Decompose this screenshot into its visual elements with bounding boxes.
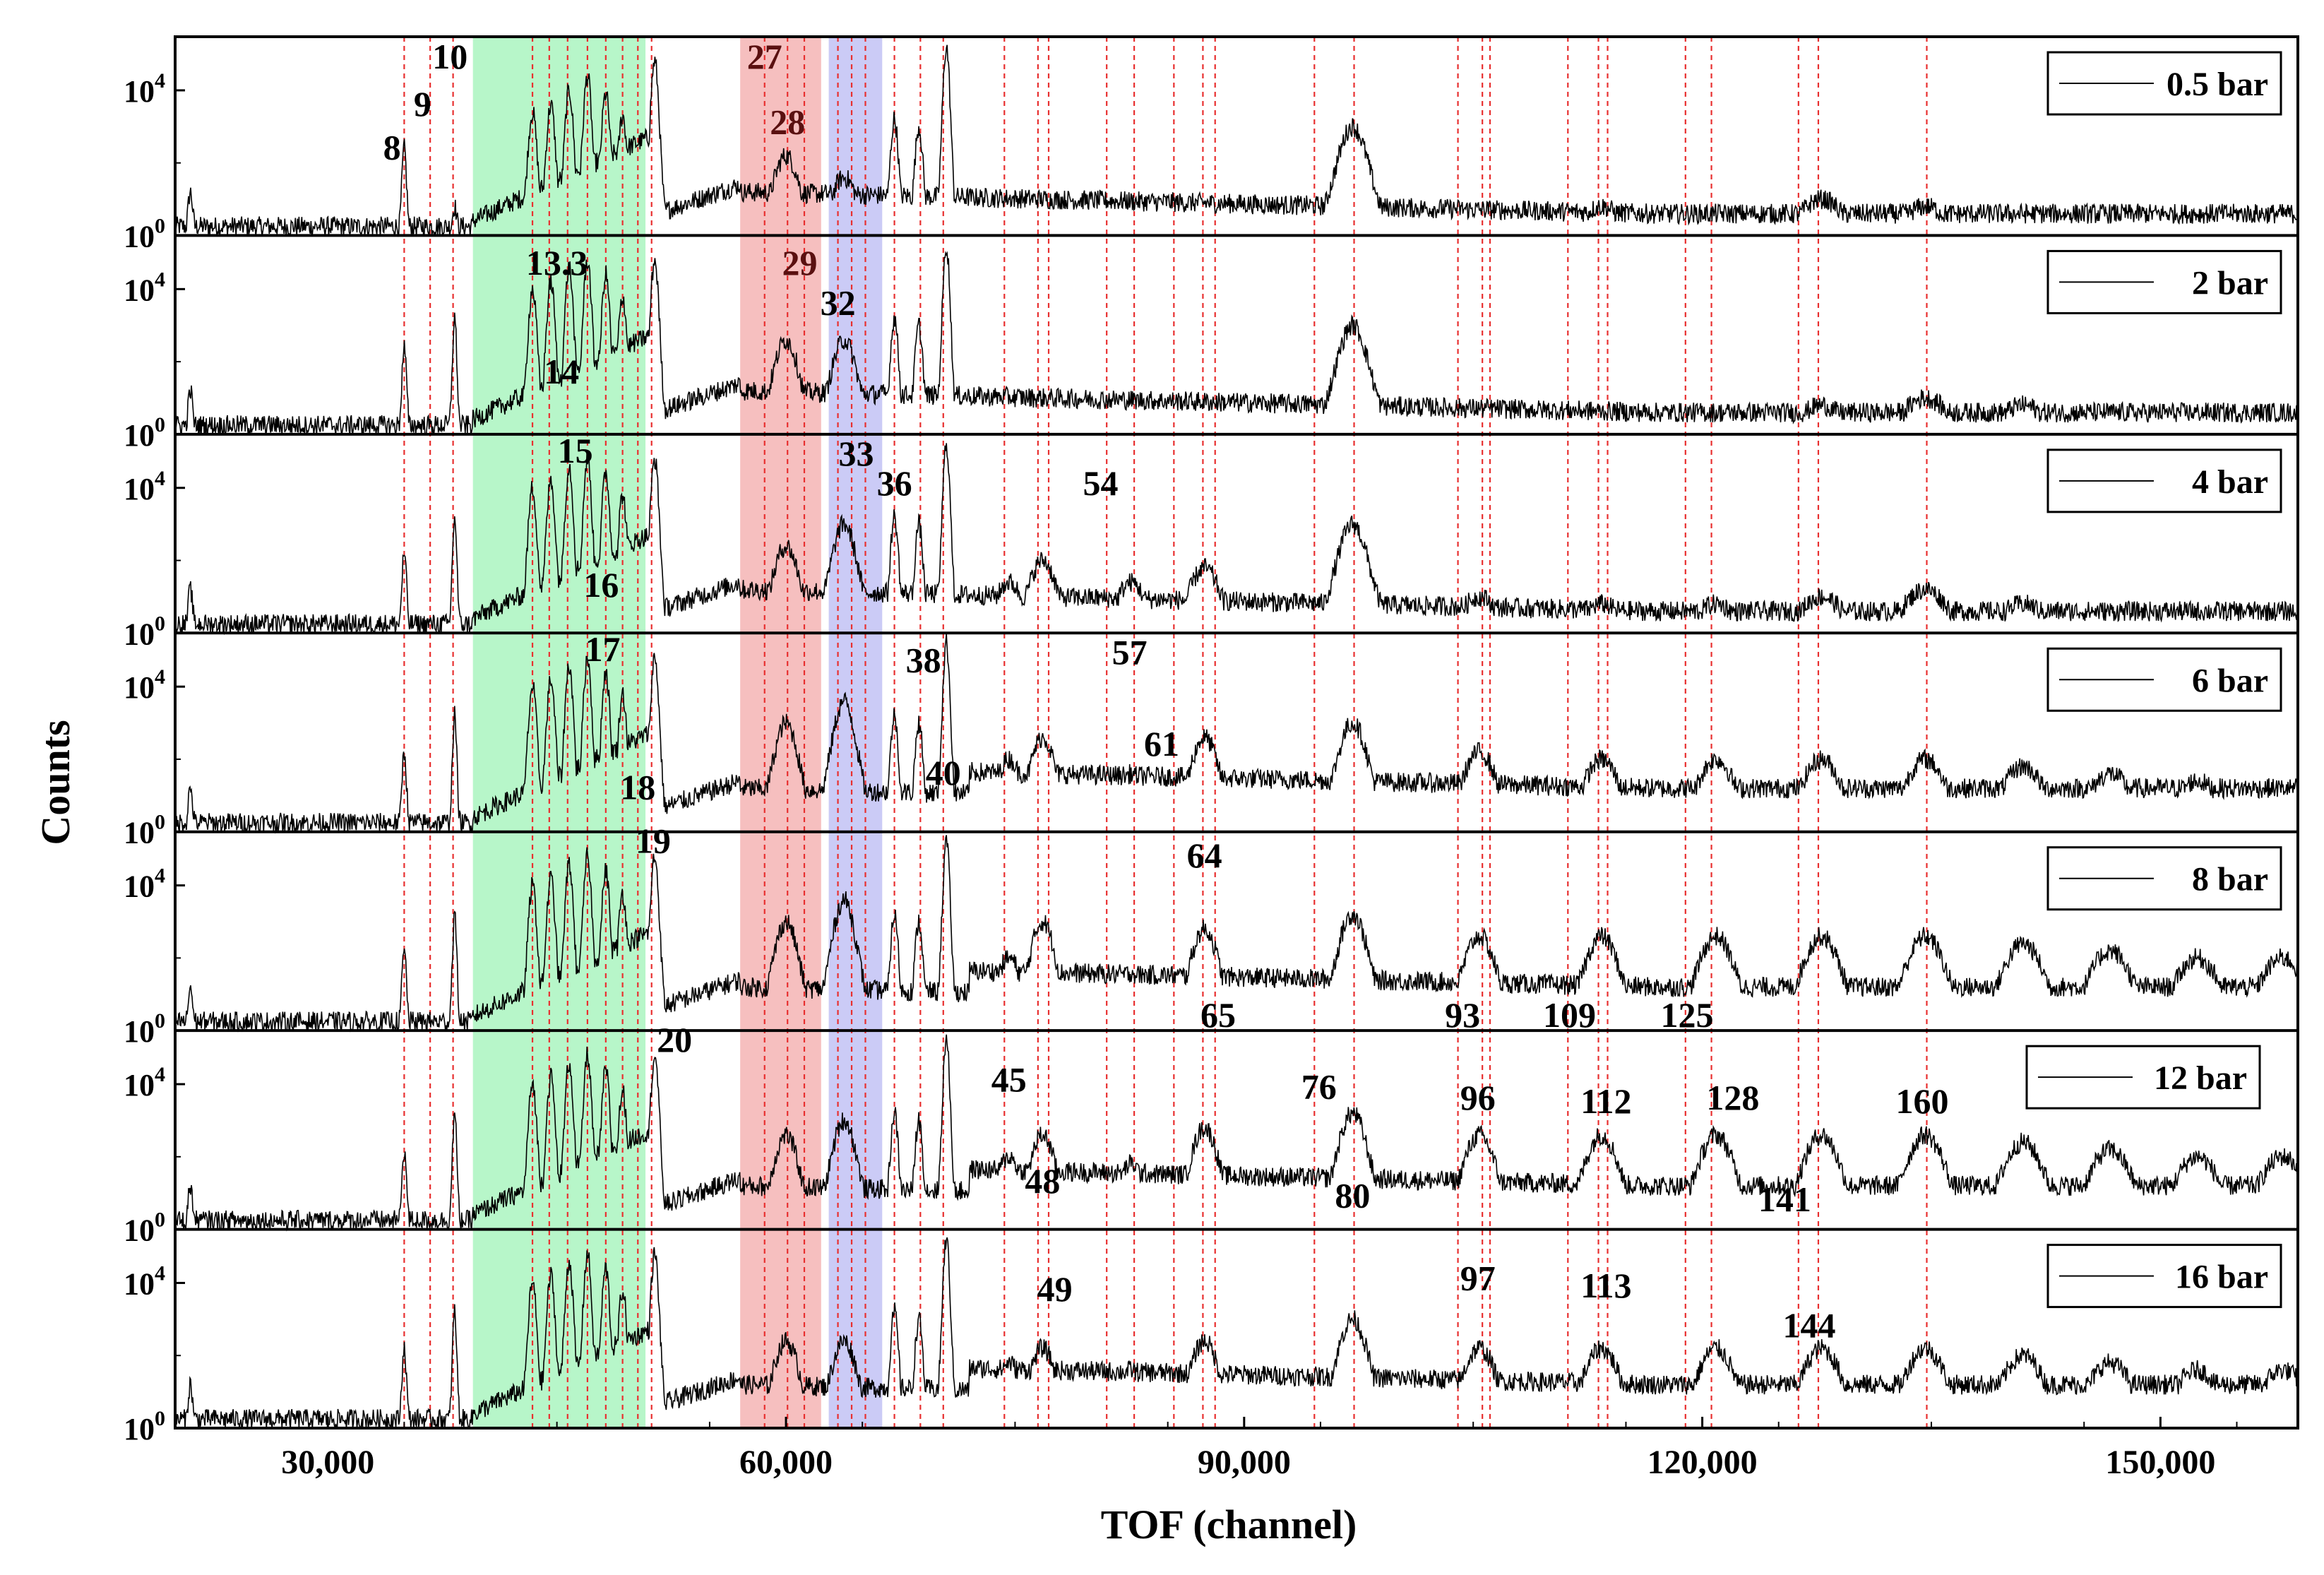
peak-label: 16 (583, 565, 619, 605)
y-tick-label: 100 (124, 413, 165, 453)
peak-label: 61 (1144, 724, 1179, 763)
peak-label: 48 (1025, 1161, 1060, 1201)
peak-label: 54 (1083, 463, 1119, 503)
legend-label: 2 bar (2192, 264, 2268, 302)
peak-label: 20 (657, 1020, 692, 1059)
peak-label: 27 (747, 37, 782, 76)
peak-label: 18 (620, 767, 655, 807)
trace-12-bar (174, 1034, 2299, 1232)
peak-label: 32 (821, 283, 856, 322)
x-tick-label: 150,000 (2105, 1444, 2215, 1481)
y-tick-label: 100 (124, 214, 165, 254)
x-axis-label: TOF (channel) (1101, 1502, 1357, 1547)
y-tick-label: 100 (124, 1208, 165, 1248)
trace-16-bar (174, 1237, 2299, 1430)
peak-label: 40 (926, 753, 961, 792)
trace-2-bar (174, 251, 2299, 436)
x-tick-label: 60,000 (739, 1444, 833, 1481)
legend-label: 16 bar (2175, 1259, 2268, 1296)
trace-6-bar (174, 634, 2299, 834)
peak-label: 76 (1301, 1067, 1337, 1107)
legend-label: 12 bar (2154, 1059, 2247, 1097)
peak-label: 64 (1187, 836, 1222, 875)
y-tick-label: 104 (124, 1261, 165, 1301)
panel-frames (174, 35, 2299, 1430)
peak-label: 36 (877, 463, 912, 503)
legends: 0.5 bar 2 bar 4 bar 6 bar 8 bar 12 bar 16 bar (2025, 51, 2282, 1309)
peak-label: 160 (1896, 1081, 1949, 1121)
peak-label: 97 (1460, 1259, 1496, 1298)
x-tick-label: 120,000 (1647, 1444, 1758, 1481)
peak-label: 15 (558, 431, 593, 470)
band-blue-band (828, 37, 883, 1428)
trace-4-bar (174, 443, 2299, 636)
peak-label: 28 (770, 102, 805, 142)
peak-label: 19 (636, 821, 671, 860)
peak-label: 10 (432, 37, 467, 76)
y-tick-label: 104 (124, 69, 165, 109)
y-tick-label: 104 (124, 467, 165, 506)
peak-label: 141 (1758, 1179, 1811, 1219)
y-tick-label: 100 (124, 1009, 165, 1049)
y-tick-label: 104 (124, 268, 165, 307)
peak-label: 80 (1335, 1176, 1370, 1216)
peak-label: 38 (906, 641, 941, 680)
peak-label: 113 (1580, 1266, 1631, 1305)
peak-label: 128 (1706, 1078, 1759, 1117)
peak-label: 33 (839, 434, 874, 473)
peak-label: 57 (1112, 632, 1148, 672)
trace-8-bar (174, 835, 2299, 1033)
peak-label: 96 (1460, 1078, 1496, 1117)
peak-label: 144 (1782, 1306, 1835, 1345)
y-tick-label: 104 (124, 665, 165, 705)
peak-label: 49 (1037, 1269, 1073, 1309)
y-tick-label: 104 (124, 1063, 165, 1102)
peak-label: 14 (544, 352, 579, 391)
legend-box (2046, 249, 2282, 314)
peak-label: 45 (991, 1059, 1027, 1099)
legend-label: 0.5 bar (2167, 66, 2268, 103)
x-tick-label: 90,000 (1198, 1444, 1291, 1481)
trace-0.5-bar (174, 44, 2299, 237)
legend-label: 4 bar (2192, 463, 2268, 501)
y-tick-label: 104 (124, 864, 165, 904)
peak-label: 93 (1445, 995, 1480, 1035)
x-tick-label: 30,000 (281, 1444, 374, 1481)
peak-label: 109 (1543, 995, 1596, 1035)
y-tick-label: 100 (124, 1407, 165, 1446)
peak-label: 17 (585, 629, 621, 669)
peak-label: 65 (1200, 995, 1236, 1035)
peak-label: 125 (1660, 995, 1713, 1035)
y-tick-label: 100 (124, 811, 165, 850)
legend-label: 6 bar (2192, 662, 2268, 699)
y-axis-label: Counts (32, 720, 78, 845)
spectra-traces (174, 44, 2299, 1430)
axes: 100 104 100 104 100 104 100 104 100 104 100 104 100 1… (124, 36, 2238, 1481)
peak-label: 9 (414, 84, 431, 124)
peak-label: 112 (1580, 1081, 1631, 1121)
outer-frame (174, 35, 2299, 1430)
y-tick-label: 100 (124, 612, 165, 651)
peak-label: 29 (782, 243, 817, 283)
legend-label: 8 bar (2192, 861, 2268, 898)
peak-label: 8 (383, 128, 401, 167)
peak-label: 13.3 (526, 243, 588, 283)
